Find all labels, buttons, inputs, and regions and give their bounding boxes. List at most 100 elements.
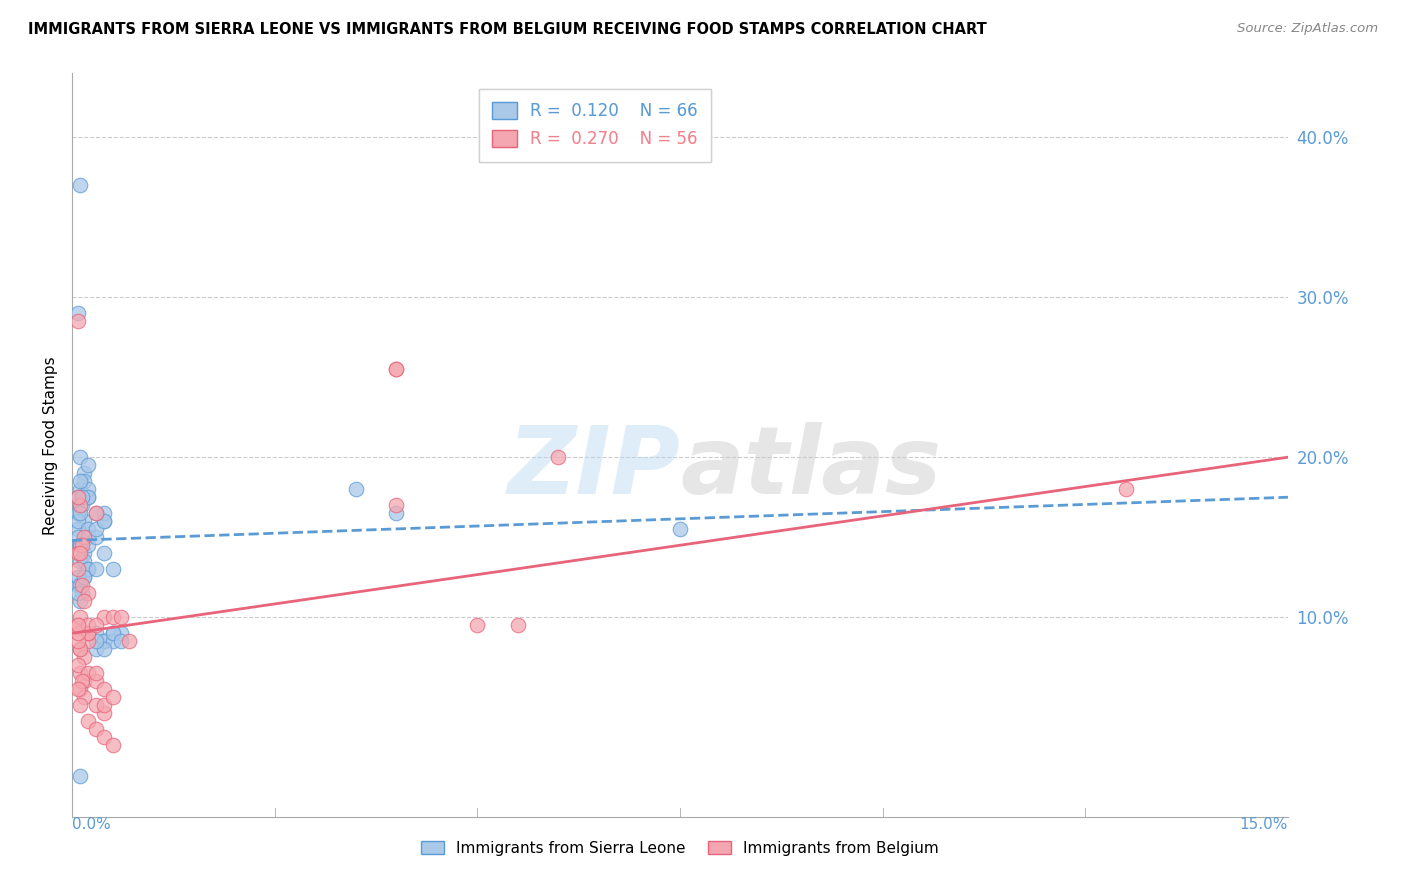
Point (385, 506, 408, 520)
Point (86, 642, 108, 657)
Point (93, 634, 115, 648)
Point (101, 739, 124, 753)
Point (506, 618, 529, 632)
Point (77, 522, 100, 536)
Point (118, 634, 141, 648)
Point (73, 570, 96, 584)
Point (69, 498, 91, 512)
Point (86, 618, 108, 632)
Text: 0.0%: 0.0% (72, 817, 111, 832)
Point (73, 690, 96, 705)
Point (101, 634, 124, 648)
Point (86, 698, 108, 713)
Text: 15.0%: 15.0% (1240, 817, 1288, 832)
Point (67, 506, 90, 520)
Point (69, 538, 91, 552)
Point (69, 474, 91, 488)
Text: IMMIGRANTS FROM SIERRA LEONE VS IMMIGRANTS FROM BELGIUM RECEIVING FOOD STAMPS CO: IMMIGRANTS FROM SIERRA LEONE VS IMMIGRAN… (28, 22, 987, 37)
Point (67, 530, 90, 544)
Point (77, 490, 100, 504)
Point (73, 466, 96, 480)
Point (67, 578, 90, 592)
Point (67, 562, 90, 576)
Point (110, 610, 132, 624)
Point (93, 514, 115, 528)
Point (67, 490, 90, 504)
Point (93, 698, 115, 713)
Point (67, 626, 90, 640)
Point (93, 514, 115, 528)
Point (67, 506, 90, 520)
Point (73, 514, 96, 528)
Point (69, 642, 91, 657)
Point (70, 674, 93, 689)
Point (69, 594, 91, 608)
Point (77, 490, 100, 504)
Point (69, 769, 91, 783)
Point (73, 594, 96, 608)
Point (77, 538, 100, 552)
Point (101, 626, 124, 640)
Point (73, 570, 96, 584)
Point (86, 530, 108, 544)
Point (67, 634, 90, 648)
Point (344, 482, 367, 496)
Point (69, 578, 91, 592)
Point (77, 626, 100, 640)
Point (69, 482, 91, 496)
Point (93, 506, 115, 520)
Point (70, 578, 93, 592)
Point (69, 498, 91, 512)
Point (69, 698, 91, 713)
Point (73, 650, 96, 665)
Point (69, 450, 91, 465)
Point (69, 610, 91, 624)
Point (69, 178, 91, 192)
Point (67, 682, 90, 697)
Point (77, 626, 100, 640)
Point (67, 306, 90, 320)
Point (73, 530, 96, 544)
Point (77, 562, 100, 576)
Point (77, 562, 100, 576)
Point (93, 634, 115, 648)
Point (67, 546, 90, 560)
Point (67, 314, 90, 328)
Point (93, 546, 115, 560)
Point (70, 490, 93, 504)
Point (93, 706, 115, 721)
Point (70, 498, 93, 512)
Point (86, 562, 108, 576)
Point (93, 731, 115, 745)
Point (70, 538, 93, 552)
Point (69, 546, 91, 560)
Point (77, 618, 100, 632)
Point (67, 522, 90, 536)
Point (86, 674, 108, 689)
Text: ZIP: ZIP (508, 422, 681, 514)
Point (101, 626, 124, 640)
Point (93, 610, 115, 624)
Point (385, 362, 408, 376)
Y-axis label: Receiving Food Stamps: Receiving Food Stamps (44, 356, 58, 534)
Point (67, 618, 90, 632)
Text: atlas: atlas (681, 422, 941, 514)
Point (110, 634, 132, 648)
Point (77, 458, 100, 473)
Point (73, 674, 96, 689)
Point (69, 682, 91, 697)
Point (669, 522, 692, 536)
Point (67, 570, 90, 584)
Point (93, 682, 115, 697)
Point (77, 482, 100, 496)
Point (93, 642, 115, 657)
Point (385, 498, 408, 512)
Point (547, 450, 569, 465)
Point (77, 586, 100, 600)
Point (69, 538, 91, 552)
Point (69, 666, 91, 681)
Point (86, 626, 108, 640)
Point (101, 610, 124, 624)
Point (86, 506, 108, 520)
Point (69, 554, 91, 568)
